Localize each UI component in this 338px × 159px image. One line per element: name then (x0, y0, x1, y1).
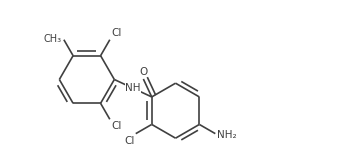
Text: Cl: Cl (111, 121, 122, 131)
Text: O: O (139, 67, 147, 77)
Text: Cl: Cl (111, 28, 122, 38)
Text: NH₂: NH₂ (217, 130, 237, 140)
Text: NH: NH (125, 83, 141, 93)
Text: CH₃: CH₃ (43, 34, 61, 44)
Text: Cl: Cl (124, 136, 135, 146)
